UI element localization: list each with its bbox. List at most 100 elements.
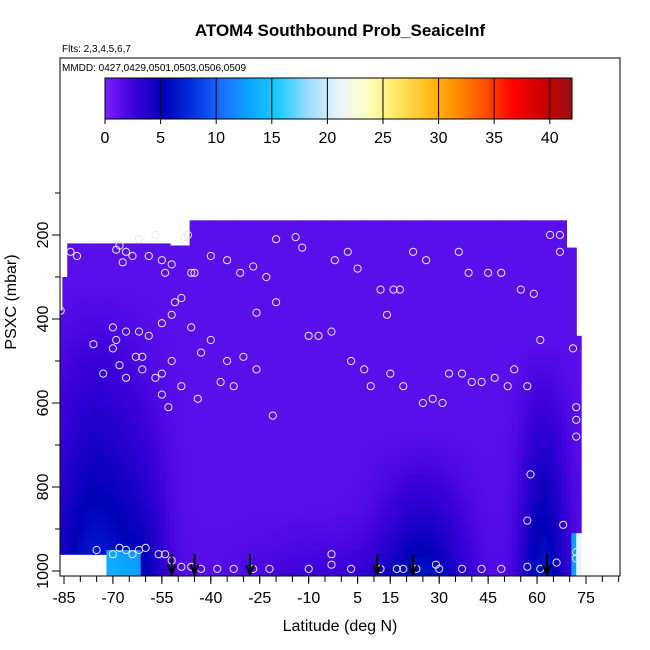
heatmap-cell <box>67 281 73 291</box>
heatmap-cell <box>512 407 519 417</box>
heatmap-cell <box>223 390 230 400</box>
heatmap-cell <box>448 239 455 249</box>
heatmap-cell <box>170 264 176 274</box>
heatmap-cell <box>96 256 103 265</box>
heatmap-cell <box>429 558 435 568</box>
heatmap-cell <box>409 289 416 299</box>
heatmap-cell <box>537 516 543 526</box>
heatmap-cell <box>189 247 196 257</box>
heatmap-cell <box>135 281 142 291</box>
heatmap-cell <box>517 407 523 417</box>
heatmap-cell <box>532 247 538 257</box>
heatmap-cell <box>331 256 338 265</box>
heatmap-cell <box>453 220 460 223</box>
heatmap-cell <box>463 566 470 576</box>
heatmap-cell <box>165 382 171 391</box>
heatmap-cell <box>532 256 538 265</box>
heatmap-cell <box>351 222 357 232</box>
heatmap-cell <box>67 331 73 341</box>
heatmap-cell <box>400 230 406 240</box>
heatmap-cell <box>326 449 333 459</box>
heatmap-cell <box>311 239 318 249</box>
heatmap-cell <box>561 331 568 341</box>
heatmap-cell <box>287 466 293 475</box>
heatmap-cell <box>243 264 249 274</box>
heatmap-cell <box>214 298 220 307</box>
heatmap-cell <box>233 365 240 375</box>
heatmap-cell <box>184 449 191 459</box>
heatmap-cell <box>243 348 249 358</box>
heatmap-cell <box>404 491 411 501</box>
heatmap-cell <box>170 440 176 450</box>
heatmap-cell <box>326 331 333 341</box>
heatmap-cell <box>170 508 176 517</box>
heatmap-cell <box>72 306 78 316</box>
heatmap-cell <box>439 524 445 534</box>
sample-circle <box>399 564 408 574</box>
heatmap-cell <box>414 558 421 568</box>
heatmap-cell <box>86 272 93 282</box>
sample-circle <box>177 562 186 571</box>
heatmap-cell <box>135 524 142 534</box>
heatmap-cell <box>253 390 259 400</box>
heatmap-cell <box>395 398 401 408</box>
heatmap-cell <box>365 491 372 501</box>
heatmap-cell <box>346 256 352 265</box>
heatmap-cell <box>444 348 450 358</box>
heatmap-cell <box>385 230 391 240</box>
heatmap-cell <box>522 390 528 400</box>
plot-frame <box>59 57 621 577</box>
heatmap-cell <box>155 382 161 391</box>
sample-circle <box>327 550 336 559</box>
heatmap-cell <box>532 516 538 526</box>
heatmap-cell <box>463 516 470 526</box>
heatmap-cell <box>537 398 543 408</box>
heatmap-cell <box>125 323 132 333</box>
heatmap-cell <box>62 390 68 400</box>
heatmap-cell <box>121 524 127 534</box>
heatmap-cell <box>248 558 254 568</box>
heatmap-cell <box>316 356 323 366</box>
heatmap-cell <box>189 348 196 358</box>
heatmap-cell <box>179 247 186 257</box>
heatmap-cell <box>551 365 558 375</box>
heatmap-cell <box>351 466 357 475</box>
heatmap-cell <box>424 281 430 291</box>
heatmap-cell <box>473 365 479 375</box>
heatmap-cell <box>453 373 460 383</box>
heatmap-cell <box>238 390 245 400</box>
heatmap-cell <box>233 356 240 366</box>
heatmap-cell <box>62 277 68 282</box>
heatmap-cell <box>571 331 577 341</box>
heatmap-cell <box>502 424 509 433</box>
heatmap-cell <box>189 407 196 417</box>
heatmap-cell <box>121 356 127 366</box>
heatmap-cell <box>316 432 323 442</box>
heatmap-cell <box>233 466 240 475</box>
sample-circle <box>444 369 454 378</box>
heatmap-cell <box>91 524 98 534</box>
heatmap-cell <box>135 566 142 576</box>
heatmap-cell <box>517 220 523 223</box>
heatmap-cell <box>444 415 450 425</box>
heatmap-cell <box>60 415 63 425</box>
heatmap-cell <box>282 566 289 576</box>
heatmap-cell <box>537 373 543 383</box>
heatmap-cell <box>458 356 465 366</box>
heatmap-cell <box>228 256 235 265</box>
heatmap-cell <box>351 457 357 467</box>
heatmap-cell <box>86 348 93 358</box>
heatmap-cell <box>111 457 117 467</box>
heatmap-cell <box>272 314 279 324</box>
heatmap-cell <box>556 289 563 299</box>
heatmap-cell <box>282 533 289 543</box>
heatmap-cell <box>174 289 181 299</box>
heatmap-cell <box>468 482 475 492</box>
sample-circle <box>157 369 166 378</box>
heatmap-cell <box>424 323 430 333</box>
heatmap-cell <box>218 508 225 517</box>
heatmap-cell <box>263 466 269 475</box>
heatmap-cell <box>370 482 377 492</box>
heatmap-cell <box>502 440 509 450</box>
heatmap-cell <box>458 440 465 450</box>
